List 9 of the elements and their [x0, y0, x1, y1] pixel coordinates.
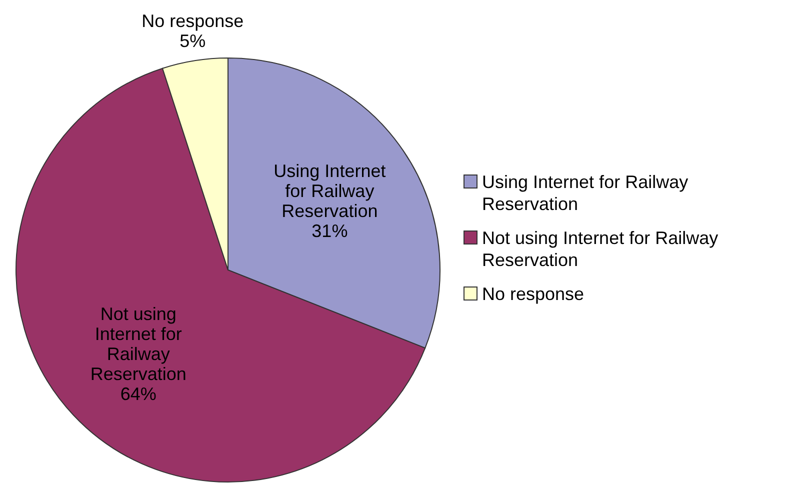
data-label: 31% — [312, 220, 348, 241]
data-label: 5% — [180, 30, 206, 51]
data-label: 64% — [120, 384, 156, 404]
slice-label: No response — [142, 10, 244, 31]
legend-label: Using Internet for Railway Reservation — [482, 172, 688, 214]
slice-label: Not using Internet for Railway Reservation — [90, 304, 186, 384]
legend-label: No response — [482, 284, 584, 304]
legend-label: Not using Internet for Railway Reservation — [482, 228, 718, 270]
slice-label: Using Internet for Railway Reservation — [274, 160, 386, 221]
